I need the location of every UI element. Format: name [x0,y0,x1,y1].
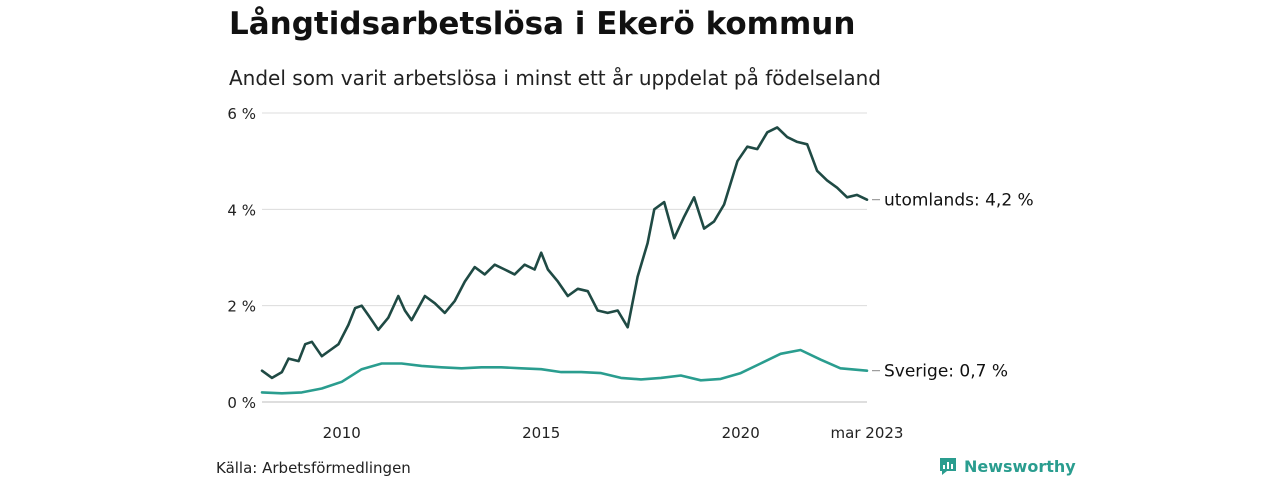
series-end-label: utomlands: 4,2 % [884,191,1034,211]
newsworthy-logo-icon [940,458,956,475]
brand-logo: Newsworthy [938,456,1076,476]
y-tick-label: 0 % [227,394,256,412]
series-end-label: Sverige: 0,7 % [884,362,1008,382]
series-line-sverige [260,348,869,395]
source-note: Källa: Arbetsförmedlingen [216,459,411,477]
chart-subtitle: Andel som varit arbetslösa i minst ett å… [229,66,881,90]
y-tick-label: 4 % [227,201,256,219]
x-tick-label: mar 2023 [831,424,904,442]
chart-title: Långtidsarbetslösa i Ekerö kommun [229,6,856,42]
x-tick-label: 2010 [323,424,361,442]
x-tick-label: 2015 [522,424,560,442]
series-line-utomlands [260,126,869,380]
brand-name: Newsworthy [964,456,1076,476]
y-tick-label: 6 % [227,105,256,123]
x-tick-label: 2020 [722,424,760,442]
y-tick-label: 2 % [227,298,256,316]
